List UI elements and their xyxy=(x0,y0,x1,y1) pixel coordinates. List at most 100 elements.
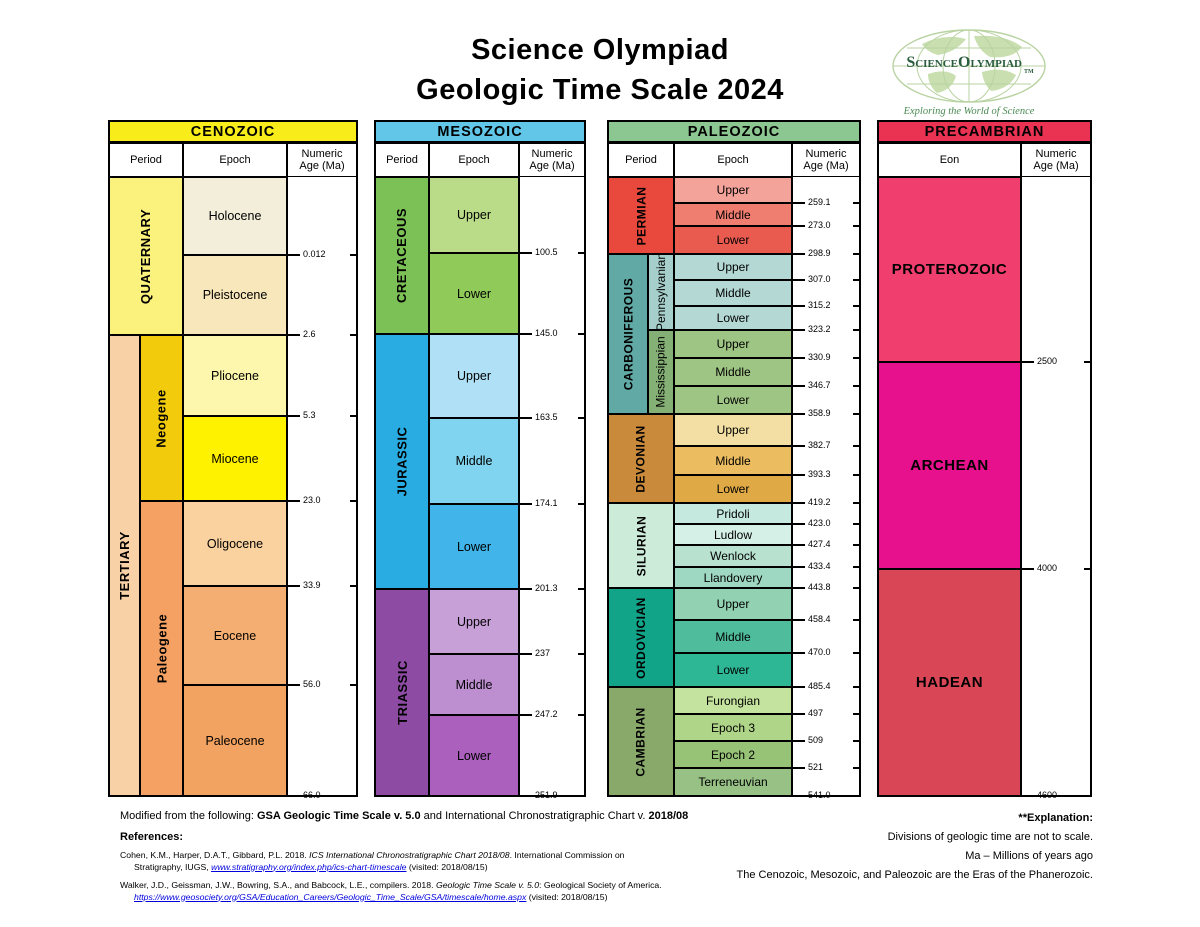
age-tick xyxy=(793,445,805,447)
column-header-epoch: Epoch xyxy=(183,143,287,177)
eon-cell-proterozoic: PROTEROZOIC xyxy=(878,177,1021,362)
age-label: 145.0 xyxy=(535,328,558,338)
science-olympiad-logo: ScienceOlympiadTM Exploring the World of… xyxy=(890,26,1048,120)
age-right-tick xyxy=(853,566,859,568)
explanation-line-scale: Divisions of geologic time are not to sc… xyxy=(887,831,1093,843)
age-tick xyxy=(520,588,532,590)
epoch-label: Epoch 2 xyxy=(710,747,756,762)
age-label: 247.2 xyxy=(535,709,558,719)
age-right-tick xyxy=(350,415,356,417)
age-label: 433.4 xyxy=(808,561,831,571)
ref1-authors: Cohen, K.M., Harper, D.A.T., Gibbard, P.… xyxy=(120,850,310,860)
column-header-numeric: Numeric Age (Ma) xyxy=(519,143,585,177)
footer-references: Modified from the following: GSA Geologi… xyxy=(120,810,740,903)
era-table-precambrian: PRECAMBRIAN Eon Numeric Age (Ma) PROTEROZOI… xyxy=(877,120,1092,800)
age-right-tick xyxy=(853,686,859,688)
epoch-label: Lower xyxy=(456,286,492,301)
epoch-label: Epoch 3 xyxy=(710,720,756,735)
age-tick xyxy=(520,503,532,505)
age-label: 33.9 xyxy=(303,580,321,590)
age-right-tick xyxy=(853,279,859,281)
age-tick xyxy=(793,253,805,255)
gsa-scale-name: GSA Geologic Time Scale v. 5.0 xyxy=(256,810,421,822)
epoch-cell: Lower xyxy=(674,306,792,330)
period-label: HADEAN xyxy=(915,674,984,691)
epoch-label: Middle xyxy=(715,365,751,379)
reference-walker-line2: https://www.geosociety.org/GSA/Education… xyxy=(120,892,740,904)
ref2-authors: Walker, J.D., Geissman, J.W., Bowring, S… xyxy=(120,880,436,890)
age-tick xyxy=(793,357,805,359)
age-tick xyxy=(288,585,300,587)
age-tick xyxy=(520,653,532,655)
era-table-cenozoic: CENOZOIC Period Epoch Numeric Age (Ma) QUATE… xyxy=(108,120,358,800)
epoch-cell: Upper xyxy=(674,588,792,620)
age-tick xyxy=(793,523,805,525)
ref1-org: Stratigraphy, IUGS, xyxy=(134,861,212,872)
age-tick xyxy=(793,652,805,654)
stratigraphy-link[interactable]: www.stratigraphy.org/index.php/ics-chart… xyxy=(211,861,407,872)
epoch-label: Lower xyxy=(716,393,750,407)
age-right-tick xyxy=(350,585,356,587)
age-right-tick xyxy=(853,225,859,227)
epoch-label: Lower xyxy=(456,539,492,554)
age-tick xyxy=(520,795,532,797)
age-label: 423.0 xyxy=(808,518,831,528)
age-tick xyxy=(520,252,532,254)
age-tick xyxy=(288,684,300,686)
epoch-label: Miocene xyxy=(211,451,259,466)
age-right-tick xyxy=(853,713,859,715)
epoch-cell: Upper xyxy=(674,414,792,446)
age-tick xyxy=(793,502,805,504)
age-label: 323.2 xyxy=(808,324,831,334)
age-label: 66.0 xyxy=(303,790,321,800)
age-tick xyxy=(288,415,300,417)
epoch-label: Middle xyxy=(455,677,493,692)
age-right-tick xyxy=(853,329,859,331)
period-cell-devonian: DEVONIAN xyxy=(608,414,674,503)
age-label: 259.1 xyxy=(808,197,831,207)
epoch-cell: Middle xyxy=(674,358,792,386)
numeric-age-lane xyxy=(1021,177,1091,796)
period-cell-cretaceous: CRETACEOUS xyxy=(375,177,429,334)
period-cell-triassic: TRIASSIC xyxy=(375,589,429,796)
age-label: 470.0 xyxy=(808,647,831,657)
age-label: 427.4 xyxy=(808,539,831,549)
age-right-tick xyxy=(853,652,859,654)
column-header-numeric: Numeric Age (Ma) xyxy=(1021,143,1091,177)
age-tick xyxy=(793,225,805,227)
subperiod-cell-mississippian: Mississippian xyxy=(648,330,674,414)
era-table-mesozoic: MESOZOIC Period Epoch Numeric Age (Ma) CRETA… xyxy=(374,120,586,800)
period-cell-tertiary: TERTIARY xyxy=(109,335,140,796)
age-right-tick xyxy=(1084,795,1090,797)
epoch-cell: Upper xyxy=(429,334,519,418)
era-header-mesozoic: MESOZOIC xyxy=(375,121,585,143)
age-tick xyxy=(793,329,805,331)
epoch-cell: Middle xyxy=(674,620,792,653)
page-title: Science Olympiad xyxy=(471,34,729,66)
age-right-tick xyxy=(853,587,859,589)
subperiod-label: Mississippian xyxy=(654,336,669,408)
age-right-tick xyxy=(853,619,859,621)
explanation-line-ma: Ma – Millions of years ago xyxy=(965,850,1093,862)
epoch-cell: Middle xyxy=(674,280,792,306)
epoch-cell: Ludlow xyxy=(674,524,792,545)
explanation-notes: **Explanation: Divisions of geologic tim… xyxy=(640,812,1093,881)
epoch-cell: Lower xyxy=(674,653,792,687)
epoch-label: Upper xyxy=(456,369,492,383)
epoch-label: Upper xyxy=(716,260,750,274)
age-label: 485.4 xyxy=(808,681,831,691)
epoch-label: Upper xyxy=(716,337,750,351)
age-label: 2500 xyxy=(1037,356,1058,366)
age-label: 419.2 xyxy=(808,497,831,507)
ref2-publisher: : Geological Society of America. xyxy=(539,880,662,890)
epoch-label: Middle xyxy=(715,207,751,222)
epoch-label: Pliocene xyxy=(211,368,259,383)
age-label: 163.5 xyxy=(535,412,558,422)
epoch-label: Upper xyxy=(716,183,750,197)
age-tick xyxy=(793,305,805,307)
subperiod-cell-pennsylvanian: Pennsylvanian xyxy=(648,254,674,330)
geosociety-link[interactable]: https://www.geosociety.org/GSA/Education… xyxy=(134,891,527,902)
epoch-cell: Eocene xyxy=(183,586,287,685)
epoch-label: Holocene xyxy=(208,209,262,223)
age-label: 56.0 xyxy=(303,679,321,689)
